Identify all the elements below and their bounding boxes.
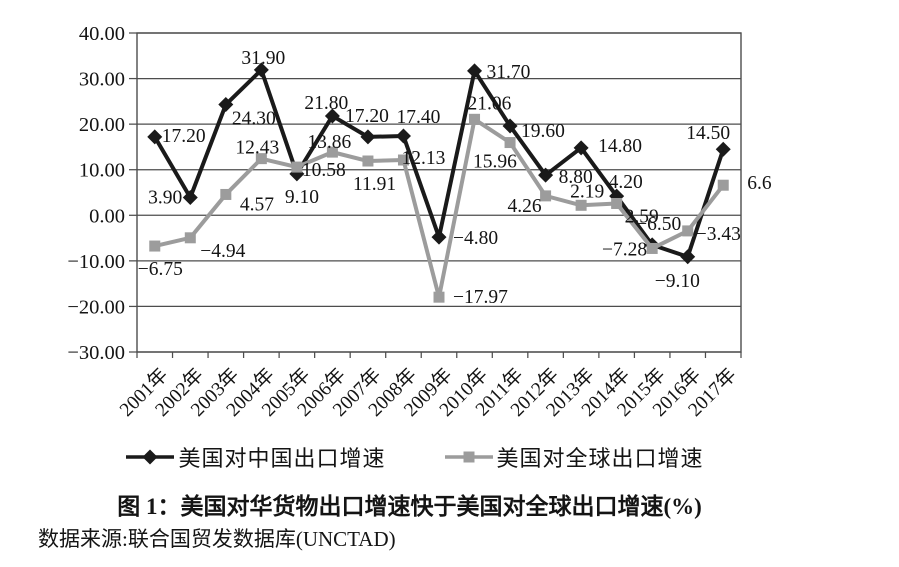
legend-square-marker-icon <box>444 451 493 463</box>
data-label-us-global-exports: 4.26 <box>507 196 541 217</box>
data-label-us-global-exports: 12.43 <box>235 138 279 159</box>
y-axis-tick-label: 10.00 <box>79 160 125 182</box>
data-point-marker-square <box>469 113 481 125</box>
y-axis-tick-label: 30.00 <box>79 69 125 91</box>
data-label-us-china-exports: 9.10 <box>285 187 319 208</box>
data-point-marker-diamond <box>360 129 376 145</box>
legend-label-us-global-exports: 美国对全球出口增速 <box>496 446 704 471</box>
data-point-marker-diamond <box>431 229 447 245</box>
data-point-marker-square <box>255 153 267 165</box>
data-point-marker-square <box>611 197 623 209</box>
data-point-marker-diamond <box>182 190 198 206</box>
data-label-us-china-exports: 14.80 <box>598 136 642 157</box>
data-label-us-global-exports: 13.86 <box>307 132 351 153</box>
data-point-marker-diamond <box>538 167 554 183</box>
data-point-marker-square <box>220 188 232 200</box>
chart-legend: 美国对中国出口增速 美国对全球出口增速 <box>0 441 899 473</box>
data-label-us-china-exports: 19.60 <box>521 121 565 142</box>
data-label-us-china-exports: 21.80 <box>304 93 348 114</box>
data-label-us-china-exports: 17.40 <box>396 107 440 128</box>
data-point-marker-diamond <box>218 97 234 113</box>
data-point-marker-square <box>717 179 729 191</box>
data-point-marker-square <box>184 232 196 244</box>
data-point-marker-diamond <box>324 108 340 124</box>
data-label-us-global-exports: −7.28 <box>602 239 647 260</box>
data-point-marker-square <box>682 225 694 237</box>
data-point-marker-diamond <box>502 118 518 134</box>
data-point-marker-diamond <box>573 140 589 156</box>
data-label-us-global-exports: 11.91 <box>353 174 396 195</box>
data-point-marker-square <box>575 199 587 211</box>
data-label-us-china-exports: 8.80 <box>559 167 593 188</box>
line-chart: 40.00 30.00 20.00 10.00 0.00 −10.00 −20.00 −30.… <box>67 23 772 421</box>
data-label-us-global-exports: 6.6 <box>747 173 772 194</box>
data-point-marker-square <box>504 137 516 149</box>
data-label-us-china-exports: 4.20 <box>609 172 643 193</box>
data-label-us-global-exports: 4.57 <box>240 194 274 215</box>
data-label-us-global-exports: 21.06 <box>468 93 512 114</box>
data-point-marker-diamond <box>253 62 269 78</box>
data-label-us-china-exports: 24.30 <box>232 109 276 130</box>
data-label-us-china-exports: 17.20 <box>162 126 206 147</box>
data-label-us-global-exports: −6.75 <box>138 259 183 280</box>
data-point-marker-square <box>397 154 409 166</box>
data-label-us-china-exports: −4.80 <box>453 228 498 249</box>
data-point-marker-square <box>540 190 552 202</box>
legend-diamond-marker-icon <box>126 449 175 465</box>
data-label-us-global-exports: −17.97 <box>453 287 508 308</box>
data-label-us-global-exports: 15.96 <box>473 152 517 173</box>
data-label-us-global-exports: 12.13 <box>401 148 445 169</box>
data-point-marker-diamond <box>680 249 696 265</box>
data-label-us-china-exports: 17.20 <box>345 106 389 127</box>
data-label-us-china-exports: −6.50 <box>636 214 681 235</box>
data-point-marker-diamond <box>467 63 483 79</box>
y-axis-tick-label: 40.00 <box>79 23 125 45</box>
data-point-marker-diamond <box>715 141 731 157</box>
data-label-us-global-exports: 2.19 <box>570 181 604 202</box>
data-label-us-global-exports: −4.94 <box>200 241 245 262</box>
legend-item-us-global-exports: 美国对全球出口增速 <box>444 441 704 473</box>
legend-item-us-china-exports: 美国对中国出口增速 <box>125 441 385 473</box>
data-point-marker-square <box>433 291 445 303</box>
y-axis-tick-label: 20.00 <box>79 114 125 136</box>
data-label-us-global-exports: −3.43 <box>696 224 741 245</box>
data-point-marker-square <box>291 161 303 173</box>
data-point-marker-diamond <box>147 129 163 145</box>
data-point-marker-diamond <box>395 128 411 144</box>
data-label-us-global-exports: 10.58 <box>302 160 346 181</box>
data-source-note: 数据来源:联合国贸发数据库(UNCTAD) <box>38 527 396 551</box>
data-label-us-china-exports: −9.10 <box>655 271 700 292</box>
data-point-marker-square <box>149 240 161 252</box>
plot-border <box>136 32 742 353</box>
legend-label-us-china-exports: 美国对中国出口增速 <box>178 446 386 471</box>
data-label-us-china-exports: 31.90 <box>241 48 285 69</box>
data-label-us-china-exports: 31.70 <box>487 62 531 83</box>
y-axis-tick-label: −10.00 <box>67 251 125 273</box>
data-label-us-china-exports: 3.90 <box>148 188 182 209</box>
data-point-marker-square <box>646 242 658 254</box>
data-label-us-global-exports: 2.59 <box>625 206 659 227</box>
data-label-us-china-exports: 14.50 <box>686 123 730 144</box>
data-point-marker-square <box>362 155 374 167</box>
y-axis-tick-label: −20.00 <box>67 296 125 318</box>
data-point-marker-square <box>326 146 338 158</box>
figure-caption: 图 1：美国对华货物出口增速快于美国对全球出口增速(%) <box>117 494 702 519</box>
y-axis-tick-label: 0.00 <box>89 205 125 227</box>
y-axis-tick-label: −30.00 <box>67 342 125 364</box>
